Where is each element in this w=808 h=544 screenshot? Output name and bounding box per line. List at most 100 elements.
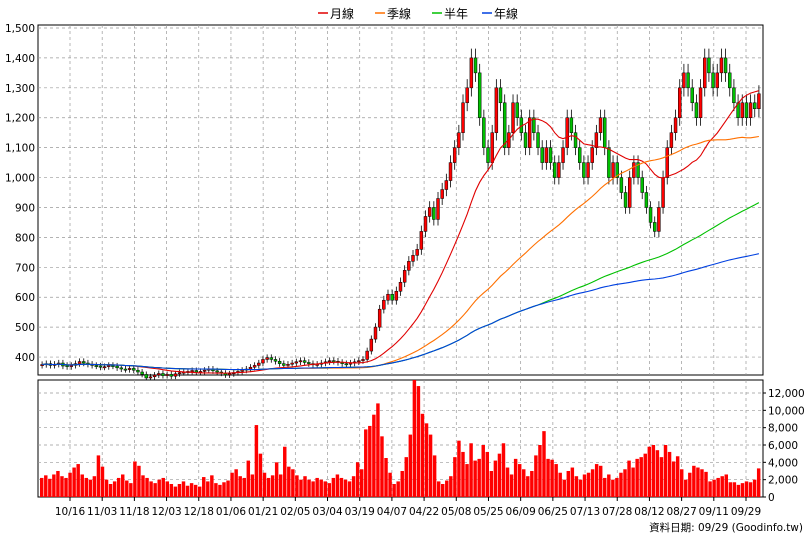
volume-bar [546, 458, 550, 497]
volume-bar [359, 469, 364, 497]
candle-body [165, 374, 169, 376]
volume-bar [376, 403, 380, 497]
volume-bar [283, 446, 287, 497]
candle-body [69, 365, 73, 367]
candle-body [573, 132, 578, 148]
volume-bar [258, 453, 263, 497]
candle-body [190, 370, 194, 372]
volume-bar [542, 431, 546, 497]
price-tick-label: 1,200 [5, 113, 35, 125]
candle-body [157, 373, 161, 376]
candle-body [252, 365, 257, 368]
candle-body [623, 192, 628, 208]
volume-bar [740, 483, 745, 497]
volume-bar [570, 467, 575, 497]
volume-bar [667, 451, 672, 497]
volume-bar [234, 469, 238, 497]
candle-body [111, 365, 115, 367]
volume-bar [364, 429, 368, 497]
candle-body [698, 87, 703, 118]
volume-bar [169, 484, 174, 497]
candle-body [261, 359, 265, 364]
candle-body [173, 373, 178, 377]
volume-bar [388, 472, 392, 497]
candle-body [140, 371, 144, 375]
volume-bar [254, 425, 259, 497]
volume-bar [732, 482, 737, 497]
candle-body [432, 207, 436, 220]
candle-body [586, 162, 590, 178]
volume-bar [295, 475, 299, 497]
candle-body [494, 87, 499, 133]
candle-body [240, 369, 244, 372]
volume-bar [412, 380, 417, 497]
volume-bar [92, 476, 97, 497]
volume-bar [40, 477, 44, 497]
volume-bar [485, 451, 490, 497]
volume-bar [339, 477, 344, 497]
candle-body [498, 87, 503, 104]
volume-bar [489, 471, 494, 497]
candle-body [77, 361, 82, 364]
volume-tick-label: 12,000 [768, 388, 805, 400]
candle-body [661, 177, 665, 208]
candle-body [365, 350, 369, 360]
x-tick-label: 10/16 [55, 506, 86, 518]
x-tick-label: 04/22 [409, 506, 439, 518]
candle-body [452, 147, 457, 163]
volume-bar [578, 479, 583, 497]
volume-bar [52, 474, 56, 497]
x-tick-label: 12/18 [184, 506, 214, 518]
candle-body [282, 363, 286, 366]
moving-average-line-0 [42, 90, 760, 374]
x-tick-label: 11/18 [119, 506, 149, 518]
volume-bar [550, 459, 554, 497]
candle-body [40, 364, 44, 366]
volume-bar [566, 471, 571, 497]
volume-bar [165, 481, 170, 497]
volume-bar [291, 469, 295, 497]
volume-bar [704, 471, 708, 497]
candle-body [273, 359, 278, 362]
candle-body [540, 147, 544, 163]
candle-body [298, 360, 303, 363]
volume-tick-label: 4,000 [768, 457, 798, 469]
volume-bar [137, 465, 141, 497]
candle-body [678, 87, 682, 118]
x-tick-label: 09/29 [731, 506, 761, 518]
volume-bar [505, 467, 510, 497]
volume-bar [643, 453, 647, 497]
candle-body [611, 162, 615, 178]
volume-bar [400, 471, 404, 497]
x-tick-label: 06/09 [506, 506, 536, 518]
price-tick-label: 500 [15, 322, 35, 334]
candle-body [490, 132, 494, 163]
volume-bar [206, 481, 210, 497]
candle-body [423, 216, 428, 232]
volume-bar [590, 469, 595, 497]
candle-body [227, 373, 232, 376]
candle-body [177, 372, 182, 375]
volume-bar [594, 464, 599, 497]
candle-body [653, 222, 657, 232]
volume-bar [473, 460, 477, 497]
candle-body [582, 162, 586, 178]
volume-bar [696, 467, 700, 497]
volume-tick-label: 8,000 [768, 423, 798, 435]
volume-bar [177, 484, 182, 497]
price-panel-frame [37, 24, 764, 376]
x-tick-label: 03/04 [312, 506, 343, 518]
candle-body [136, 369, 140, 373]
volume-bar [149, 481, 153, 497]
candle-body [477, 72, 482, 118]
volume-bar [441, 484, 445, 497]
candle-body [361, 359, 365, 361]
x-tick-label: 03/19 [345, 506, 375, 518]
x-tick-label: 06/25 [538, 506, 568, 518]
x-tick-label: 05/08 [441, 506, 471, 518]
candle-body [269, 357, 274, 360]
candle-body [548, 147, 553, 163]
candle-body [457, 132, 461, 148]
candle-body [265, 357, 269, 360]
